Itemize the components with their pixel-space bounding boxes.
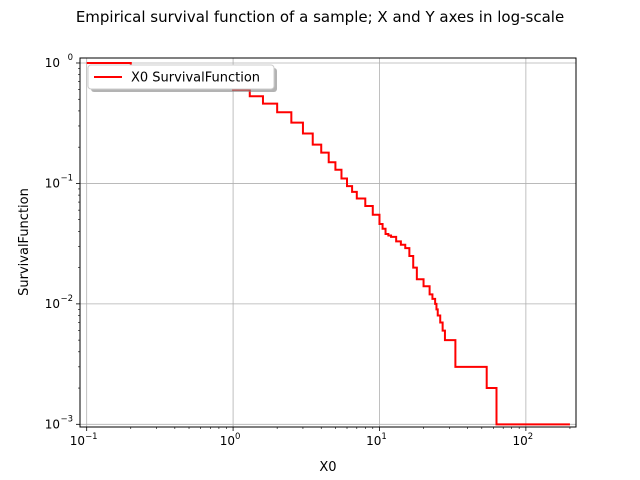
x-axis-label: X0: [319, 460, 336, 475]
x-tick-label: 100: [220, 432, 241, 448]
y-tick-exponent: −2: [60, 294, 73, 304]
y-tick-exponent: −1: [60, 173, 73, 183]
y-tick-label: 10: [45, 176, 60, 190]
x-tick-label: 10−1: [70, 432, 98, 448]
chart-title: Empirical survival function of a sample;…: [76, 8, 564, 26]
axes-frame: [79, 57, 577, 428]
x-tick-label: 102: [513, 432, 534, 448]
legend-box: [87, 64, 275, 90]
y-axis-label: SurvivalFunction: [17, 188, 32, 296]
y-tick-label: 10: [45, 297, 60, 311]
y-tick-label: 10: [45, 56, 60, 70]
x-tick-label: 101: [366, 432, 387, 448]
grid-lines: [80, 58, 576, 427]
y-tick-exponent: −3: [60, 414, 73, 424]
y-tick-exponent: 0: [68, 53, 73, 63]
survival-function-line: [86, 61, 570, 426]
legend-label: X0 SurvivalFunction: [131, 71, 260, 86]
y-tick-label: 10: [45, 417, 60, 431]
legend: X0 SurvivalFunction: [87, 64, 277, 92]
